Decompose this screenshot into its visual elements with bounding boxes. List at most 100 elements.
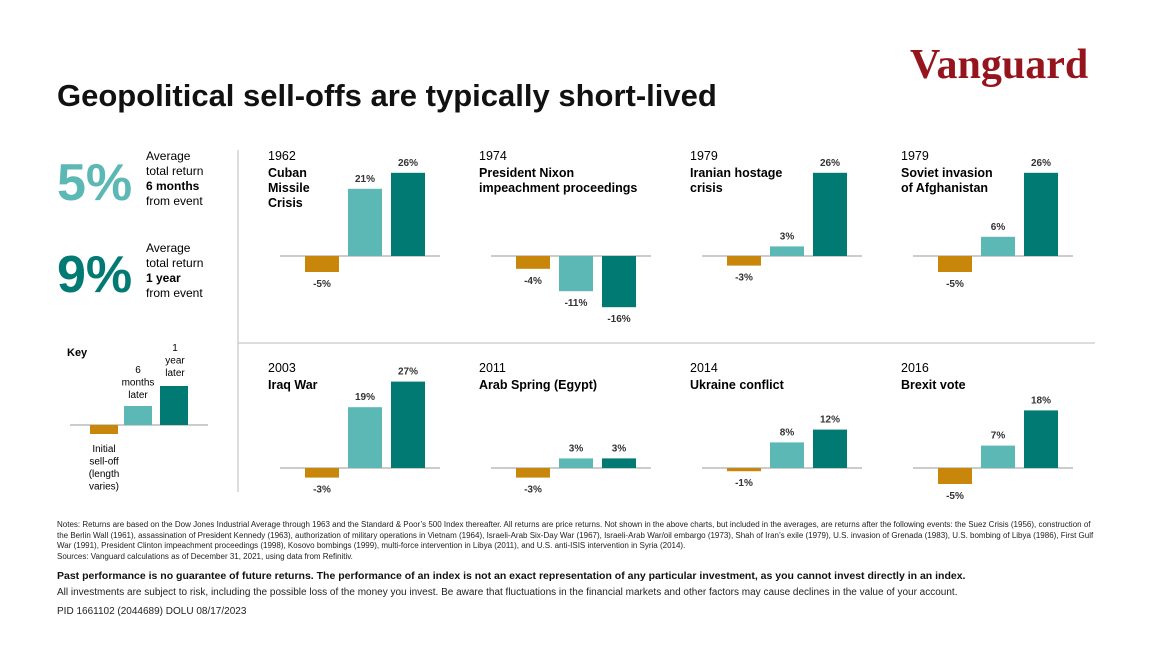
disclaimer: All investments are subject to risk, inc… [57,587,958,598]
bar [602,458,636,468]
bar [559,256,593,292]
key-heading: Key [67,347,88,359]
bar [770,442,804,468]
value-label: 26% [398,158,418,169]
bar [981,445,1015,468]
chart-title: President Nixon [479,166,574,180]
bar [305,468,339,478]
value-label: -5% [313,279,331,290]
chart-title: Iranian hostage [690,166,782,180]
chart-title: Ukraine conflict [690,378,785,392]
value-label: 26% [1031,158,1051,169]
key-bar [90,425,118,434]
chart-title: Arab Spring (Egypt) [479,378,597,392]
sources: Sources: Vanguard calculations as of Dec… [57,551,353,561]
value-label: 19% [355,392,375,403]
value-label: 27% [398,367,418,378]
chart-title: Crisis [268,196,303,210]
pid: PID 1661102 (2044689) DOLU 08/17/2023 [57,606,247,617]
bar [516,256,550,269]
key-label: later [165,368,185,379]
value-label: 3% [780,231,795,242]
value-label: 12% [820,415,840,426]
key-label: 6 [135,365,141,376]
bar [602,256,636,308]
key-bar [124,406,152,425]
chart-year: 2016 [901,361,929,375]
chart-title: Missile [268,181,310,195]
bar [938,256,972,272]
key-label: months [122,378,155,389]
stat-value: 5% [57,154,132,212]
bar [727,256,761,266]
stat-label: 6 months [146,179,200,193]
value-label: 7% [991,431,1006,442]
key-label: Initial [92,444,115,455]
chart-year: 2003 [268,361,296,375]
brand-logo: Vanguard [910,42,1088,88]
bar [391,172,425,256]
bar [770,246,804,256]
value-label: 3% [612,443,627,454]
value-label: -5% [946,491,964,502]
key-label: varies) [89,482,119,493]
key-label: (length [89,469,120,480]
chart-year: 1979 [690,149,718,163]
notes: Notes: Returns are based on the Dow Jone… [57,520,1097,562]
bar [938,468,972,484]
value-label: 6% [991,222,1006,233]
bar [516,468,550,478]
chart-title: Soviet invasion [901,166,993,180]
bar [559,458,593,468]
chart-title: Brexit vote [901,378,966,392]
bar [981,236,1015,256]
value-label: 18% [1031,395,1051,406]
stat-label: Average [146,241,191,255]
value-label: -4% [524,276,542,287]
value-label: -5% [946,279,964,290]
bar [727,468,761,472]
chart-title: Iraq War [268,378,318,392]
bar [813,172,847,256]
bar [348,188,382,256]
stat-label: total return [146,256,203,270]
chart-year: 1962 [268,149,296,163]
value-label: 26% [820,158,840,169]
chart-title: crisis [690,181,723,195]
bar [305,256,339,272]
value-label: -3% [313,485,331,496]
chart-year: 2014 [690,361,718,375]
chart-year: 1974 [479,149,507,163]
chart-title: Cuban [268,166,307,180]
disclaimer-bold: Past performance is no guarantee of futu… [57,570,966,582]
bar [391,381,425,468]
stat-label: from event [146,194,203,208]
value-label: 8% [780,427,795,438]
key-label: year [165,356,185,367]
stat-value: 9% [57,246,132,304]
stat-label: from event [146,286,203,300]
stat-label: Average [146,149,191,163]
value-label: -3% [524,485,542,496]
value-label: -1% [735,478,753,489]
slide-title: Geopolitical sell-offs are typically sho… [57,78,717,113]
bar [1024,172,1058,256]
chart-title: impeachment proceedings [479,181,637,195]
chart-title: of Afghanistan [901,181,988,195]
bar [1024,410,1058,468]
bar [348,407,382,468]
chart-year: 1979 [901,149,929,163]
notes-text: Notes: Returns are based on the Dow Jone… [57,520,1094,550]
chart-year: 2011 [479,361,506,375]
key-label: 1 [172,343,178,354]
stat-label: total return [146,164,203,178]
bar [813,429,847,468]
value-label: -16% [607,314,630,325]
stat-label: 1 year [146,271,181,285]
value-label: 21% [355,174,375,185]
value-label: -3% [735,273,753,284]
key-label: sell-off [89,457,118,468]
key-label: later [128,390,148,401]
